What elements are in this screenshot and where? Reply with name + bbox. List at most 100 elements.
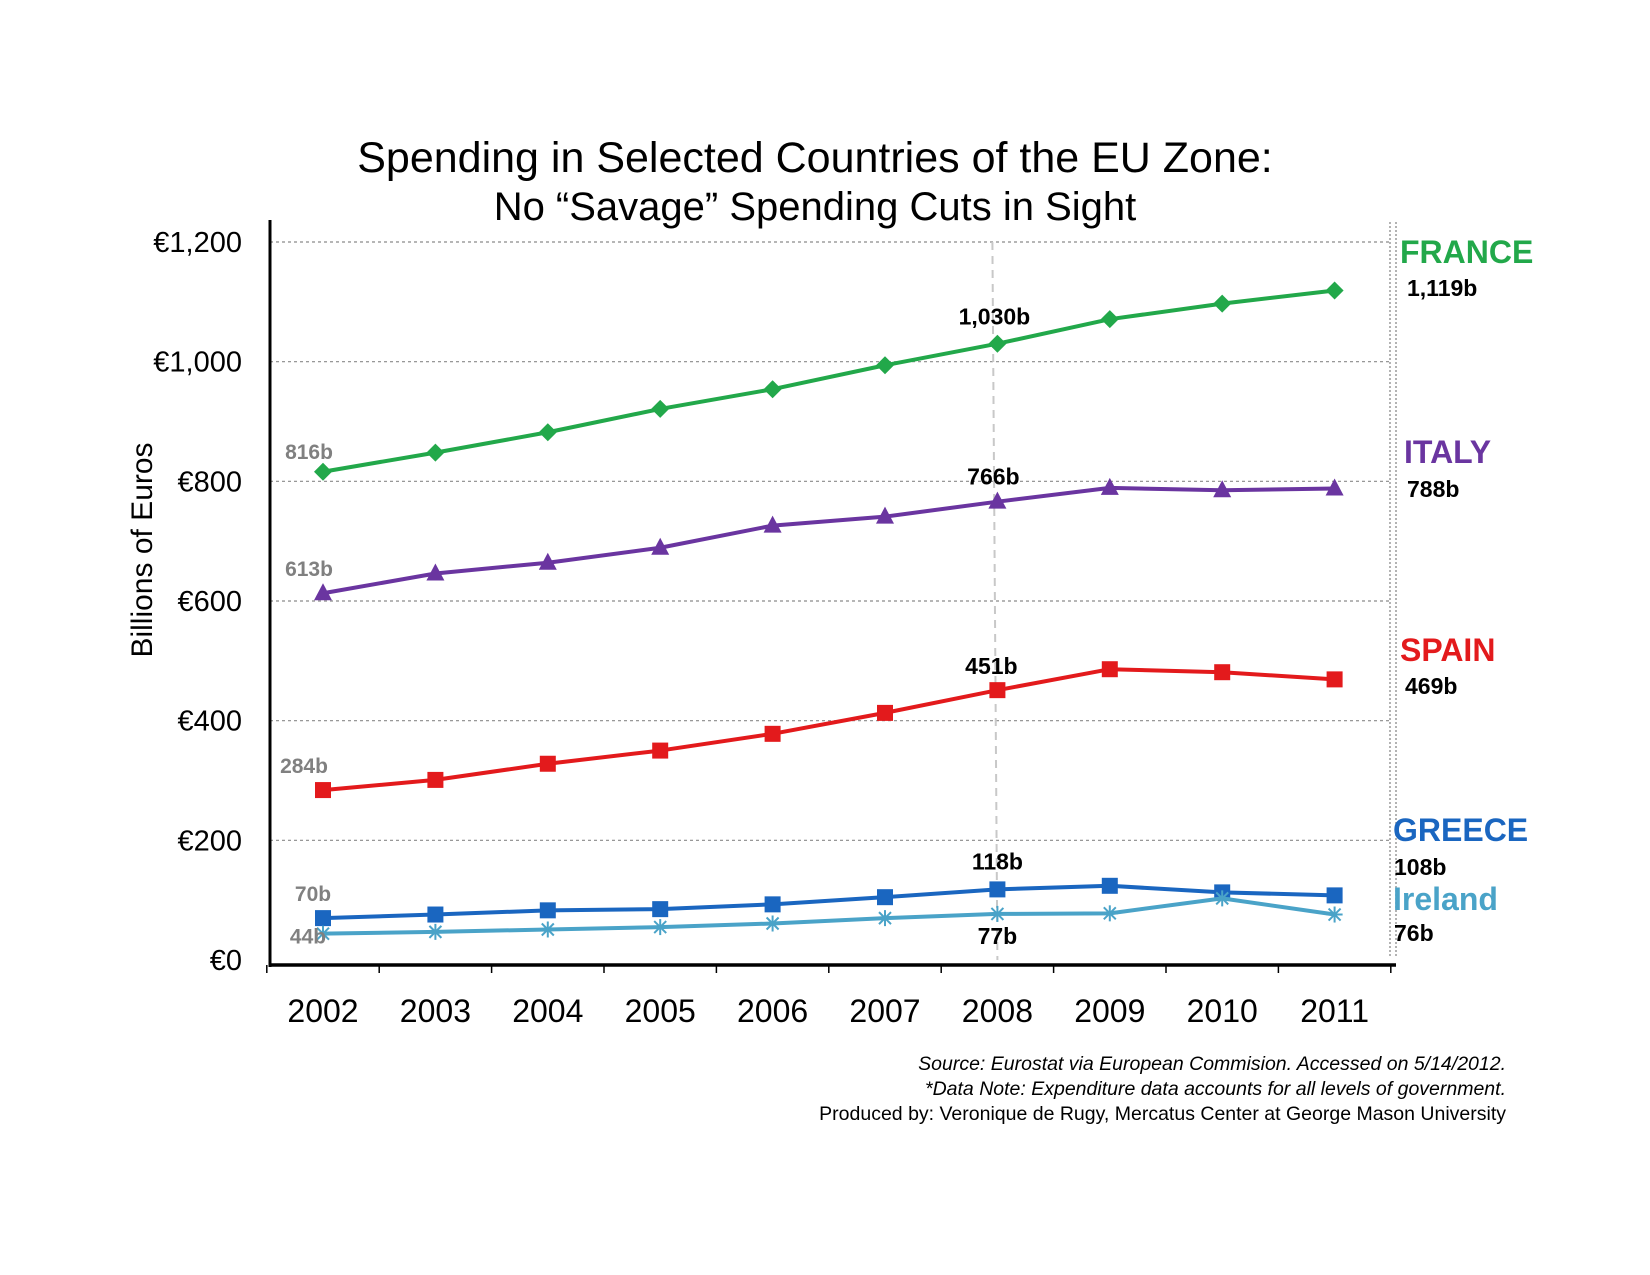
y-tick-label: €600 [177, 586, 242, 618]
x-tick-label: 2003 [400, 993, 471, 1029]
data-point-square [877, 889, 893, 906]
data-point-asterisk [877, 910, 893, 927]
x-tick-label: 2009 [1074, 993, 1145, 1029]
legend-name: SPAIN [1400, 632, 1495, 668]
data-point-asterisk [315, 925, 331, 942]
x-tick-label: 2010 [1187, 993, 1258, 1029]
legend-end-value: 788b [1407, 476, 1459, 502]
legend-end-value: 108b [1394, 854, 1446, 880]
data-point-triangle [763, 515, 782, 533]
data-point-square [1101, 877, 1118, 894]
data-point-square [315, 782, 331, 799]
data-point-diamond [1325, 281, 1344, 300]
x-tick-labels: 2002 2003 2004 2005 2006 2007 2008 2009 2010 2011 [287, 993, 1369, 1029]
legend-name: FRANCE [1400, 234, 1533, 270]
y-tick-label: €1,200 [153, 227, 242, 259]
data-point-square [652, 742, 669, 759]
data-point-diamond [763, 380, 782, 399]
data-point-triangle [1325, 478, 1344, 496]
data-point-square [764, 725, 781, 742]
series-group [314, 281, 1344, 942]
y-tick-label: €1,000 [153, 347, 242, 379]
y-tick-label: €200 [177, 825, 242, 857]
data-point-square [315, 910, 331, 927]
data-point-triangle [1100, 477, 1119, 495]
x-tick-label: 2004 [512, 993, 583, 1029]
data-point-asterisk [764, 915, 781, 932]
data-point-triangle [538, 552, 557, 570]
data-point-square [1326, 671, 1343, 688]
data-labels: 816b 1,030b 613b 766b 284b 451b 70b 118b 44b 77b [280, 304, 1030, 949]
data-point-asterisk [1214, 890, 1231, 907]
y-tick-label: €0 [210, 945, 242, 977]
x-tick-label: 2008 [962, 993, 1033, 1029]
series-ireland [315, 890, 1343, 942]
data-point-square [989, 881, 1006, 898]
x-tick-label: 2007 [849, 993, 920, 1029]
start-value-label: 70b [295, 883, 331, 906]
data-point-diamond [538, 423, 557, 442]
end-legend: FRANCE 1,119b ITALY 788b SPAIN 469b GREECE 108b… [1393, 234, 1533, 946]
x-tick-label: 2002 [287, 993, 358, 1029]
data-point-diamond [314, 462, 332, 481]
data-point-asterisk [1101, 905, 1118, 922]
data-point-square [427, 906, 444, 923]
y-tick-label: €800 [177, 466, 242, 498]
series-italy [314, 477, 1344, 601]
data-point-diamond [1100, 310, 1119, 329]
highlight-year-line [991, 241, 999, 961]
highlight-value-label: 118b [972, 848, 1023, 874]
data-point-asterisk [1326, 906, 1343, 923]
x-tick-label: 2011 [1300, 993, 1369, 1029]
series-line [322, 883, 1335, 921]
y-tick-labels: €0 €200 €400 €600 €800 €1,000 €1,200 [153, 227, 242, 977]
legend-name: GREECE [1393, 812, 1528, 848]
data-point-square [764, 896, 781, 913]
legend-name: ITALY [1404, 434, 1491, 470]
series-line [322, 485, 1335, 596]
data-point-square [539, 755, 556, 772]
gridlines [270, 241, 1390, 961]
start-value-label: 44b [290, 926, 326, 949]
data-point-asterisk [539, 921, 556, 938]
data-point-square [877, 704, 893, 721]
data-point-square [1101, 661, 1118, 678]
data-point-diamond [988, 334, 1007, 353]
data-point-asterisk [427, 923, 444, 940]
data-point-square [539, 902, 556, 919]
data-point-triangle [1213, 480, 1232, 498]
data-point-triangle [876, 506, 894, 524]
y-tick-label: €400 [177, 706, 242, 738]
axes [266, 220, 1397, 973]
highlight-value-label: 451b [965, 653, 1017, 679]
start-value-label: 613b [285, 558, 333, 581]
data-point-triangle [651, 537, 670, 555]
legend-end-value: 76b [1394, 920, 1434, 946]
chart-title: Spending in Selected Countries of the EU… [357, 134, 1273, 182]
data-point-diamond [1213, 294, 1232, 313]
legend-end-value: 1,119b [1407, 275, 1477, 301]
start-value-label: 816b [285, 441, 333, 464]
series-line [322, 667, 1335, 793]
data-point-square [652, 901, 669, 918]
series-line [322, 288, 1335, 474]
highlight-value-label: 766b [967, 464, 1019, 490]
highlight-value-label: 77b [978, 923, 1018, 949]
footer-credit: Produced by: Veronique de Rugy, Mercatus… [819, 1103, 1506, 1125]
y-axis-label: Billions of Euros [126, 442, 159, 657]
data-point-diamond [876, 356, 894, 375]
footer-source: Source: Eurostat via European Commision.… [918, 1053, 1506, 1075]
x-tick-label: 2006 [737, 993, 808, 1029]
series-line [322, 896, 1335, 936]
data-point-triangle [314, 583, 332, 601]
data-point-diamond [426, 443, 445, 462]
data-point-triangle [426, 563, 445, 581]
data-point-square [1214, 664, 1231, 681]
x-tick-label: 2005 [625, 993, 696, 1029]
highlight-value-label: 1,030b [959, 304, 1031, 330]
chart-subtitle: No “Savage” Spending Cuts in Sight [494, 185, 1137, 229]
legend-end-value: 469b [1405, 673, 1457, 699]
series-spain [315, 661, 1343, 799]
start-value-label: 284b [280, 755, 328, 778]
